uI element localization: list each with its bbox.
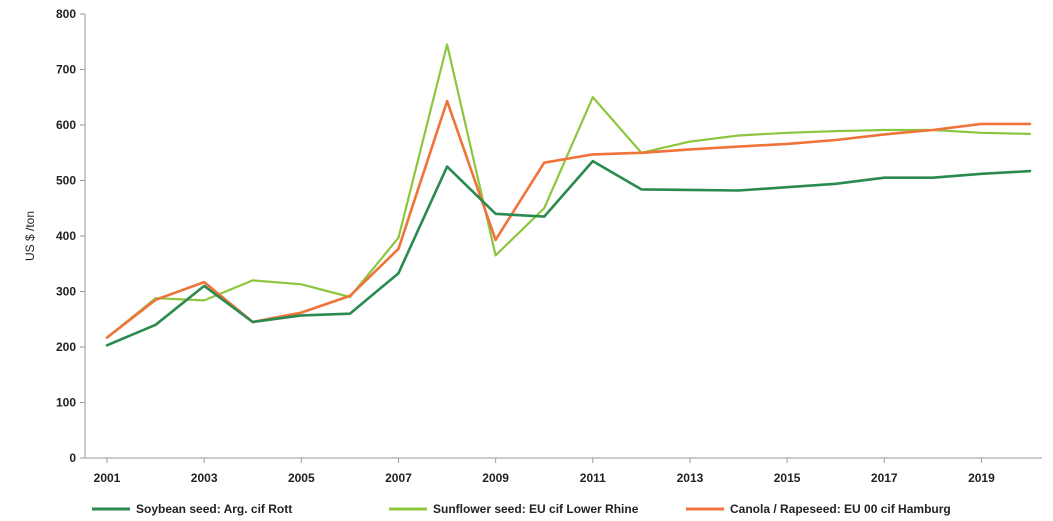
series-line-3 <box>105 99 1032 339</box>
x-tick-label: 2017 <box>871 471 898 485</box>
y-tick-label: 0 <box>69 451 76 465</box>
y-tick-label: 200 <box>56 340 76 354</box>
y-tick-label: 400 <box>56 229 76 243</box>
x-tick-label: 2003 <box>191 471 218 485</box>
x-tick-label: 2009 <box>482 471 509 485</box>
y-tick-label: 600 <box>56 118 76 132</box>
x-tick-label: 2015 <box>774 471 801 485</box>
x-tick-label: 2001 <box>94 471 121 485</box>
legend-label-3: Canola / Rapeseed: EU 00 cif Hamburg <box>730 502 951 516</box>
x-tick-label: 2011 <box>580 471 606 485</box>
legend-label-1: Soybean seed: Arg. cif Rott <box>136 502 292 516</box>
y-tick-label: 300 <box>56 285 76 299</box>
series-line-1 <box>105 159 1032 347</box>
x-tick-label: 2005 <box>288 471 315 485</box>
x-ticks: 2001 2003 2005 2007 2009 2011 2013 2015 2017 2019 <box>94 458 995 485</box>
y-tick-label: 800 <box>56 7 76 21</box>
x-tick-label: 2013 <box>677 471 704 485</box>
y-tick-label: 500 <box>56 174 76 188</box>
y-axis-title: US $ /ton <box>23 211 37 261</box>
y-tick-label: 700 <box>56 63 76 77</box>
y-tick-label: 100 <box>56 396 76 410</box>
axes <box>84 14 1042 459</box>
x-tick-label: 2007 <box>385 471 412 485</box>
x-tick-label: 2019 <box>968 471 995 485</box>
legend-label-2: Sunflower seed: EU cif Lower Rhine <box>433 502 639 516</box>
series-line-2 <box>105 43 1032 339</box>
series-group <box>105 43 1032 347</box>
y-ticks: 0 100 200 300 400 500 600 700 800 <box>56 7 85 465</box>
legend: Soybean seed: Arg. cif Rott Sunflower see… <box>92 502 951 516</box>
